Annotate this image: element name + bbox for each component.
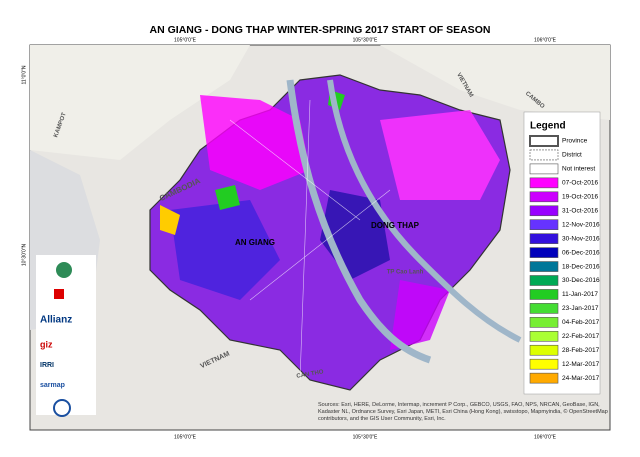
- legend-swatch: [529, 149, 559, 161]
- legend-label: 22-Feb-2017: [562, 333, 600, 340]
- legend-label: Province: [562, 138, 588, 145]
- legend-label: 23-Jan-2017: [562, 305, 599, 312]
- legend-swatch: [529, 344, 559, 356]
- coord-label: 10°30'0"N: [21, 243, 27, 266]
- legend-swatch: [529, 135, 559, 147]
- legend-label: 12-Nov-2016: [562, 221, 600, 228]
- river: [286, 79, 432, 364]
- sources-box: Sources: Esri, HERE, DeLorme, Intermap, …: [318, 402, 608, 422]
- coord-label: 106°0'0"E: [534, 434, 557, 440]
- rice-patch: [170, 200, 280, 300]
- logo-text: IRRI: [40, 362, 54, 369]
- river: [327, 79, 522, 343]
- legend-label: 11-Jan-2017: [562, 291, 598, 298]
- legend-label: 07-Oct-2016: [562, 180, 599, 187]
- title: AN GIANG - DONG THAP WINTER-SPRING 2017 …: [150, 24, 491, 36]
- coord-label: 105°0'0"E: [174, 434, 197, 440]
- legend-swatch: [529, 191, 559, 203]
- place-label: CAN THO: [296, 369, 324, 380]
- legend-title: Legend: [530, 121, 566, 132]
- legend-label: 18-Dec-2016: [562, 263, 600, 270]
- legend-label: 19-Oct-2016: [562, 194, 599, 201]
- coord-label: 106°0'0"E: [534, 37, 557, 43]
- legend-swatch: [529, 261, 559, 272]
- rice-patch: [380, 110, 500, 200]
- legend-swatch: [529, 372, 559, 384]
- legend-label: 24-Mar-2017: [562, 375, 600, 382]
- legend-label: 30-Nov-2016: [562, 235, 600, 242]
- logo-ring: [53, 399, 71, 417]
- place-label: AN GIANG: [235, 238, 275, 247]
- rice-patch: [215, 185, 240, 210]
- coord-label: 105°30'0"E: [353, 37, 378, 43]
- legend-swatch: [529, 330, 559, 342]
- legend-swatch: [529, 358, 559, 370]
- logo-emblem: [56, 262, 72, 278]
- logo-panel: [36, 255, 96, 415]
- legend-label: 06-Dec-2016: [562, 249, 600, 256]
- legend-swatch: [529, 177, 559, 189]
- legend-label: 30-Dec-2016: [562, 277, 600, 284]
- legend-swatch: [529, 275, 559, 286]
- coord-label: 105°30'0"E: [353, 434, 378, 440]
- place-label: TP Cao Lanh: [387, 270, 424, 276]
- legend-label: 31-Oct-2016: [562, 207, 599, 214]
- legend-swatch: [529, 233, 559, 244]
- legend-swatch: [529, 205, 559, 217]
- logo-text: sarmap: [40, 382, 65, 389]
- legend-swatch: [529, 289, 559, 300]
- legend-swatch: [529, 247, 559, 258]
- logo-text: Allianz: [40, 315, 72, 326]
- rice-patch: [390, 280, 450, 350]
- legend-swatch: [529, 219, 559, 230]
- legend-label: 04-Feb-2017: [562, 319, 600, 326]
- logo-text: giz: [40, 339, 53, 349]
- legend-label: 12-Mar-2017: [562, 361, 600, 368]
- coord-label: 105°0'0"E: [174, 37, 197, 43]
- sources-text: Sources: Esri, HERE, DeLorme, Intermap, …: [318, 402, 608, 422]
- legend-label: 28-Feb-2017: [562, 347, 600, 354]
- legend-swatch: [529, 303, 559, 314]
- legend-swatch: [529, 317, 559, 328]
- legend-swatch: [529, 163, 559, 175]
- land-north: [380, 45, 610, 120]
- land-cambodia: [30, 45, 250, 160]
- place-label: DONG THAP: [371, 221, 420, 230]
- coord-label: 11°0'0"N: [21, 65, 27, 84]
- logo-swiss: [54, 289, 64, 299]
- district-border: [229, 99, 391, 381]
- rice-patch: [200, 95, 310, 190]
- legend-label: Not interest: [562, 166, 595, 173]
- legend-label: District: [562, 152, 582, 159]
- rice-patch: [160, 205, 180, 235]
